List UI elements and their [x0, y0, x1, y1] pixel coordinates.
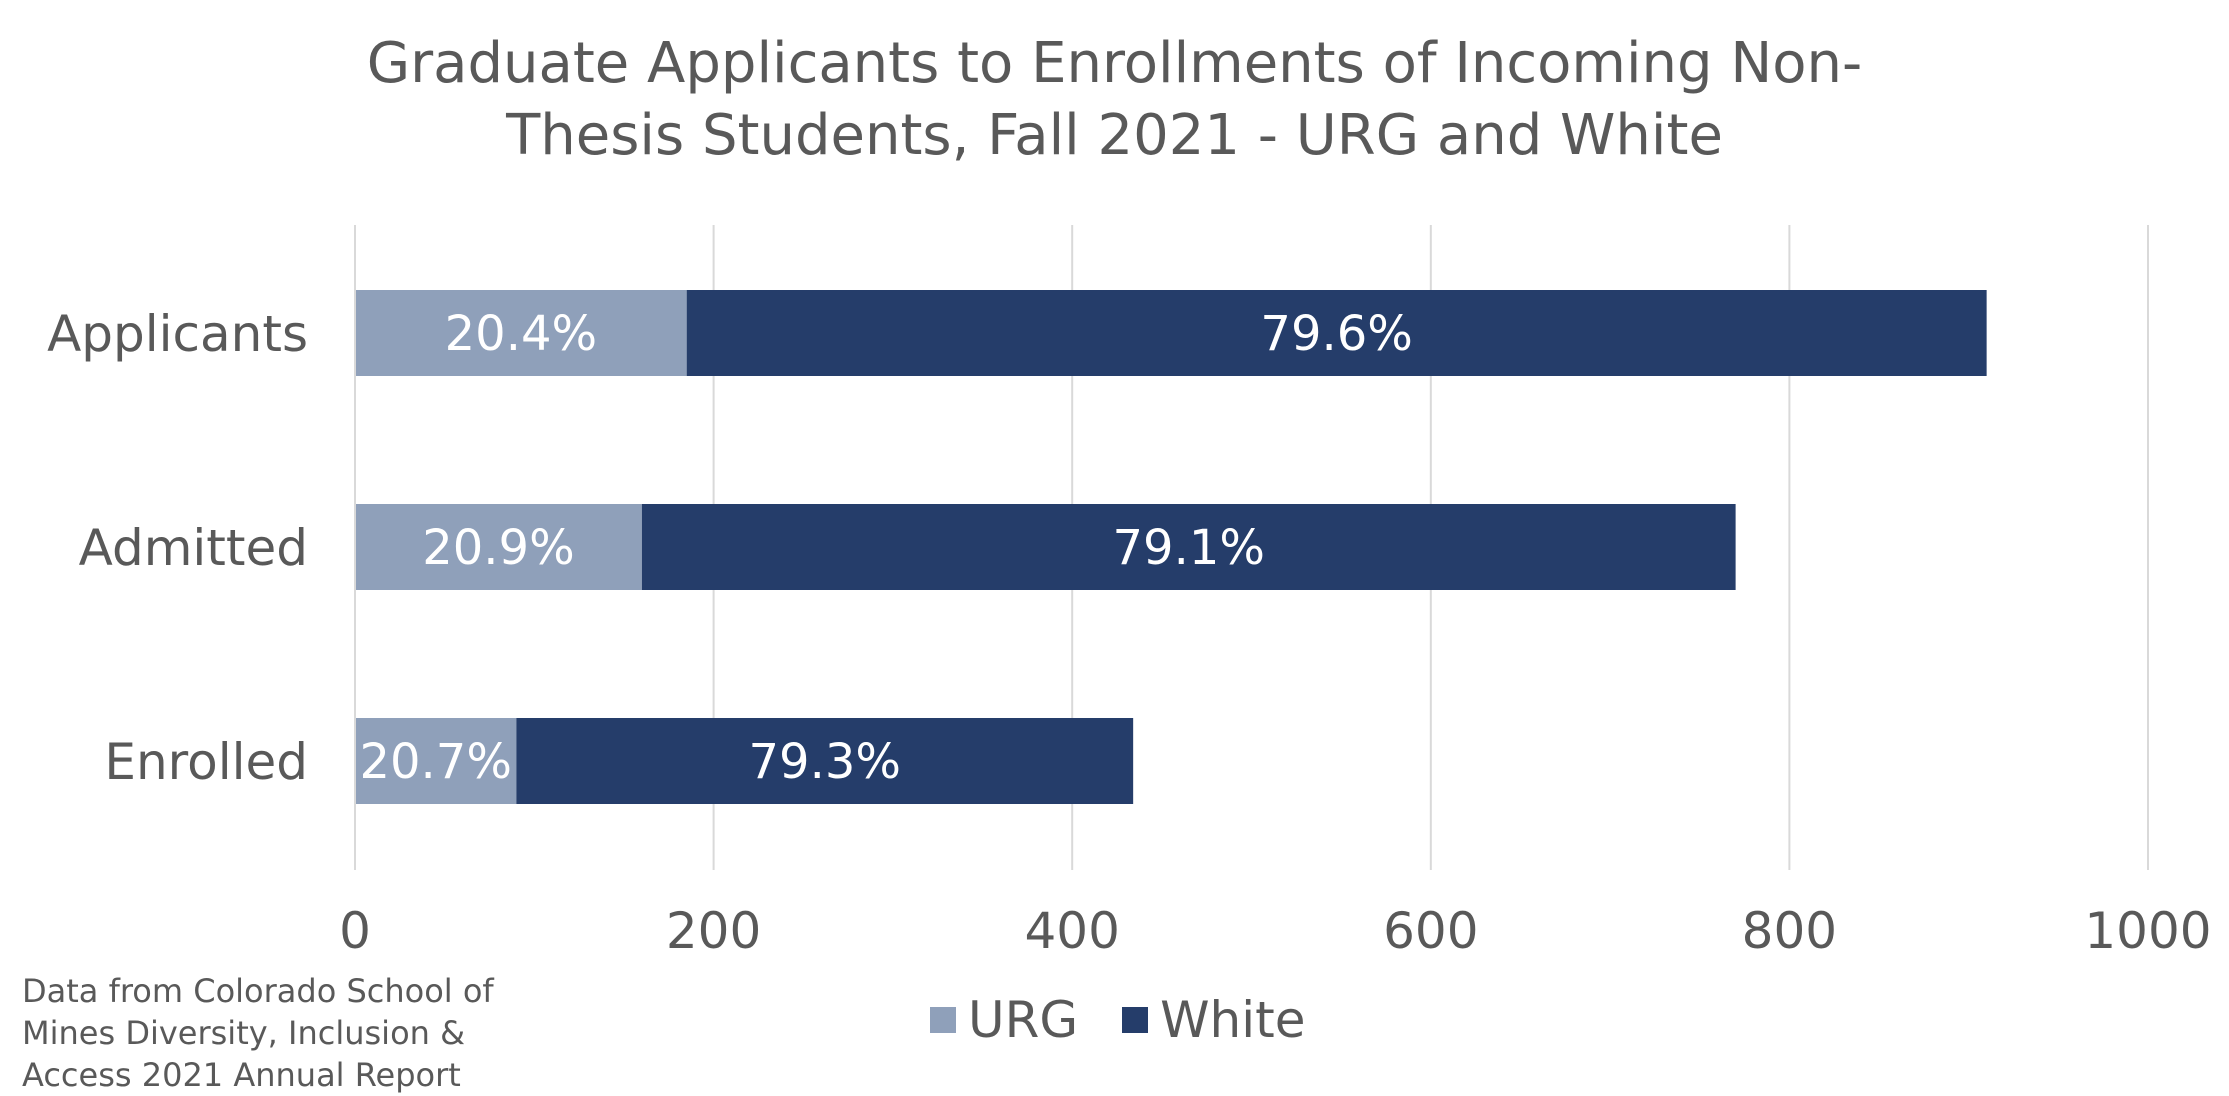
- source-note-line-3: Access 2021 Annual Report: [22, 1056, 461, 1094]
- source-note-line-2: Mines Diversity, Inclusion &: [22, 1014, 466, 1052]
- chart-title-line-2: Thesis Students, Fall 2021 - URG and Whi…: [506, 103, 1723, 168]
- legend-swatch-white: [1122, 1007, 1149, 1033]
- bar-urg-admitted: [355, 504, 642, 590]
- x-tick-label-600: 600: [1383, 902, 1478, 960]
- data-label-urg-applicants: 20.4%: [445, 306, 597, 362]
- legend-label-white: White: [1160, 991, 1306, 1049]
- data-label-white-applicants: 79.6%: [1260, 306, 1412, 362]
- x-tick-label-0: 0: [339, 902, 371, 960]
- bar-urg-enrolled: [355, 718, 517, 804]
- data-label-urg-admitted: 20.9%: [422, 520, 574, 576]
- bar-white-admitted: [641, 504, 1736, 590]
- x-tick-label-400: 400: [1024, 902, 1119, 960]
- legend: URG White: [930, 991, 1349, 1049]
- bar-white-enrolled: [516, 718, 1134, 804]
- bar-urg-applicants: [355, 290, 687, 376]
- legend-label-urg: URG: [968, 991, 1079, 1049]
- category-label-admitted: Admitted: [79, 519, 308, 577]
- chart-title-line-1: Graduate Applicants to Enrollments of In…: [366, 31, 1863, 96]
- source-note: Data from Colorado School of Mines Diver…: [22, 970, 582, 1096]
- category-label-enrolled: Enrolled: [104, 733, 308, 791]
- category-label-applicants: Applicants: [47, 305, 308, 363]
- legend-item-urg: URG: [930, 991, 1078, 1049]
- data-label-white-admitted: 79.1%: [1113, 520, 1265, 576]
- legend-swatch-urg: [930, 1007, 956, 1033]
- data-label-urg-enrolled: 20.7%: [359, 734, 511, 790]
- x-tick-label-200: 200: [666, 902, 761, 960]
- chart-title: Graduate Applicants to Enrollments of In…: [0, 28, 2229, 172]
- x-tick-label-800: 800: [1742, 902, 1837, 960]
- x-tick-label-1000: 1000: [2084, 902, 2211, 960]
- source-note-line-1: Data from Colorado School of: [22, 972, 494, 1010]
- data-label-white-enrolled: 79.3%: [749, 734, 901, 790]
- bar-white-applicants: [686, 290, 1987, 376]
- legend-item-white: White: [1122, 991, 1305, 1049]
